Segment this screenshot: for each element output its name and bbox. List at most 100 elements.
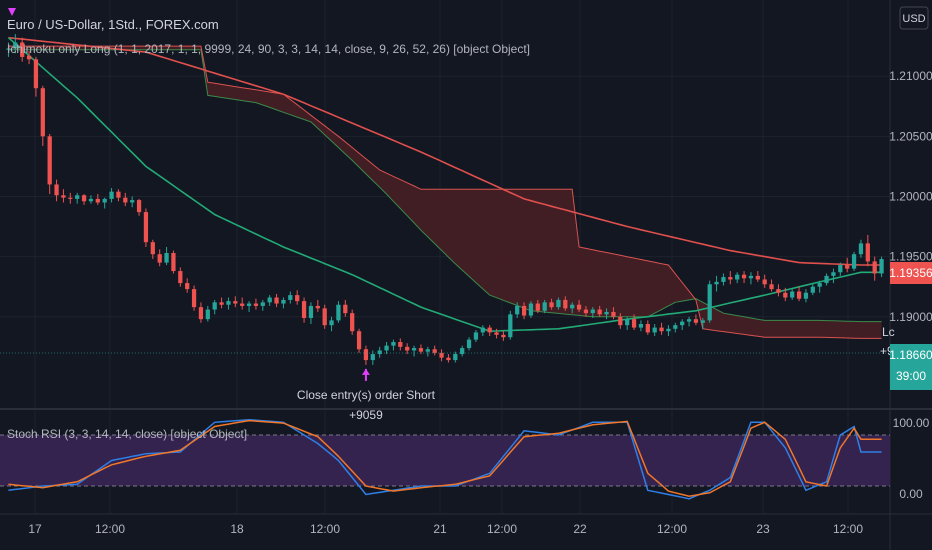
edge-label-lc: Lc bbox=[882, 325, 895, 339]
candle-body bbox=[205, 309, 210, 320]
candle-body bbox=[487, 327, 492, 333]
candle-body bbox=[295, 295, 300, 302]
candle-body bbox=[322, 308, 327, 326]
candle-body bbox=[439, 352, 444, 358]
candle-body bbox=[638, 323, 644, 328]
candle-body bbox=[659, 327, 664, 332]
candle-body bbox=[226, 301, 231, 305]
candle-body bbox=[625, 319, 630, 326]
time-axis[interactable]: 17 12:00 18 12:00 21 12:00 22 12:00 23 12:00 bbox=[28, 522, 863, 536]
candle-body bbox=[253, 303, 259, 306]
candles bbox=[6, 34, 884, 365]
candle-body bbox=[171, 253, 176, 272]
candle-body bbox=[219, 302, 224, 305]
candle-body bbox=[288, 295, 293, 300]
trade-annotation-text: Close entry(s) order Short bbox=[297, 388, 436, 402]
candle-body bbox=[150, 242, 155, 255]
trade-arrow-icon bbox=[361, 368, 370, 375]
candle-body bbox=[130, 200, 135, 203]
currency-label: USD bbox=[902, 13, 925, 25]
candle-body bbox=[838, 265, 843, 273]
candle-body bbox=[803, 292, 809, 299]
bar-countdown: 39:00 bbox=[896, 369, 926, 383]
candle-body bbox=[20, 42, 25, 57]
candle-body bbox=[611, 311, 616, 317]
strategy-label[interactable]: Ichimoku only Long (1, 1, 2017, 1, 1, 99… bbox=[7, 42, 530, 56]
price-axis[interactable]: 1.21000 1.20500 1.20000 1.19500 1.19000 bbox=[889, 69, 932, 324]
candle-body bbox=[411, 348, 417, 351]
time-tick-label: 22 bbox=[573, 522, 587, 536]
candle-body bbox=[515, 305, 520, 315]
time-tick-label: 18 bbox=[230, 522, 244, 536]
indicator-tick-low: 0.00 bbox=[899, 487, 923, 501]
candle-body bbox=[274, 297, 279, 304]
candle-body bbox=[164, 253, 169, 263]
candle-body bbox=[26, 55, 32, 60]
candle-body bbox=[240, 303, 245, 306]
last-price-red-value: 1.19356 bbox=[889, 266, 932, 280]
candle-body bbox=[47, 136, 52, 185]
candle-body bbox=[40, 88, 45, 137]
stoch-rsi-lines bbox=[8, 418, 882, 500]
candle-body bbox=[872, 261, 877, 274]
candle-body bbox=[501, 334, 506, 338]
candle-body bbox=[790, 291, 795, 298]
candle-body bbox=[556, 299, 561, 308]
ichimoku-cloud bbox=[8, 45, 882, 339]
candle-body bbox=[123, 197, 128, 203]
candle-body bbox=[116, 191, 121, 198]
candle-body bbox=[480, 327, 485, 333]
candle-body bbox=[260, 302, 265, 306]
candle-body bbox=[728, 277, 733, 280]
candle-body bbox=[233, 301, 238, 304]
price-tick-label: 1.21000 bbox=[889, 69, 932, 83]
candle-body bbox=[405, 346, 410, 351]
time-tick-label: 12:00 bbox=[657, 522, 687, 536]
ma-red-line bbox=[8, 36, 882, 266]
candle-body bbox=[597, 309, 602, 315]
candle-body bbox=[714, 281, 719, 285]
candle-body bbox=[301, 301, 307, 318]
currency-button[interactable] bbox=[899, 6, 929, 30]
indicator-label[interactable]: Stoch RSI (3, 3, 14, 14, close) [object … bbox=[7, 427, 247, 441]
price-tick-label: 1.19000 bbox=[889, 310, 932, 324]
candle-body bbox=[308, 305, 314, 318]
trade-marker[interactable]: Close entry(s) order Short +9059 bbox=[297, 368, 436, 422]
candle-body bbox=[75, 195, 80, 199]
price-tick-label: 1.19500 bbox=[889, 250, 932, 264]
candle-body bbox=[494, 332, 499, 335]
candle-body bbox=[398, 342, 403, 347]
candle-body bbox=[61, 195, 66, 198]
last-price-tag-red: 1.19356 bbox=[889, 262, 932, 284]
candle-body bbox=[721, 277, 726, 282]
stoch-band bbox=[0, 435, 890, 486]
candle-body bbox=[370, 354, 375, 361]
time-tick-label: 21 bbox=[433, 522, 447, 536]
price-tick-label: 1.20500 bbox=[889, 129, 932, 143]
candle-body bbox=[666, 328, 671, 332]
candle-body bbox=[618, 316, 623, 326]
candle-body bbox=[858, 243, 864, 255]
candle-body bbox=[521, 305, 527, 316]
candle-body bbox=[102, 198, 107, 203]
candle-body bbox=[762, 279, 767, 285]
candle-body bbox=[631, 319, 637, 328]
time-tick-label: 12:00 bbox=[310, 522, 340, 536]
candle-body bbox=[824, 275, 829, 284]
candle-body bbox=[246, 303, 252, 306]
candle-body bbox=[528, 303, 534, 316]
symbol-title[interactable]: Euro / US-Dollar, 1Std., FOREX.com bbox=[7, 17, 219, 32]
candle-body bbox=[185, 283, 190, 290]
candle-body bbox=[796, 291, 802, 299]
candle-body bbox=[707, 284, 712, 321]
candle-body bbox=[535, 303, 540, 311]
candle-body bbox=[281, 299, 286, 304]
senkou-span-b bbox=[8, 45, 882, 339]
time-tick-label: 17 bbox=[28, 522, 42, 536]
candle-body bbox=[212, 302, 217, 310]
candle-body bbox=[473, 332, 479, 340]
last-price-green-value: 1.18660 bbox=[889, 348, 932, 362]
candle-body bbox=[68, 197, 73, 199]
candle-body bbox=[54, 184, 59, 196]
